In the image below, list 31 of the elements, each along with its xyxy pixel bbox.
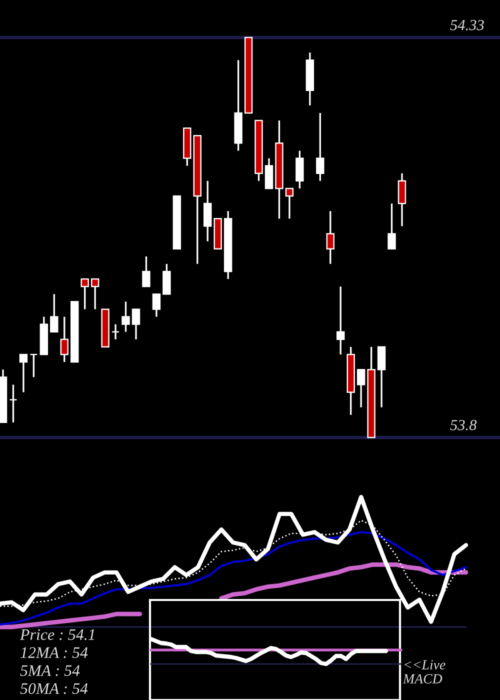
candlestick [9,384,18,424]
text: <<Live MACD [402,660,446,684]
candlestick [204,180,212,242]
candlestick [296,150,304,190]
candlestick [398,172,406,228]
text: 50MA : 54 [20,683,88,694]
candlestick [388,202,396,250]
candlestick [162,263,171,295]
candlestick [19,354,28,394]
text: 5MA : 54 [20,665,80,676]
candlestick [285,188,294,220]
candlestick [80,278,89,310]
candlestick [356,368,366,408]
candlestick [264,157,274,190]
text: Price : 54.1 [20,629,94,640]
candlestick [316,112,324,182]
candlestick [336,286,345,356]
candlestick [122,300,130,333]
candlestick [142,256,150,288]
candlestick [60,316,68,363]
candlestick [152,293,161,318]
ref-line-label: 54.33 [450,20,484,30]
text: 12MA : 54 [20,647,88,658]
candlestick [30,354,38,378]
candlestick [377,346,386,408]
candlestick [90,278,100,310]
ref-line-label: 53.8 [450,420,477,430]
candlestick [50,293,58,333]
candlestick [132,308,140,340]
candlestick [111,323,120,340]
candlestick [326,210,334,265]
